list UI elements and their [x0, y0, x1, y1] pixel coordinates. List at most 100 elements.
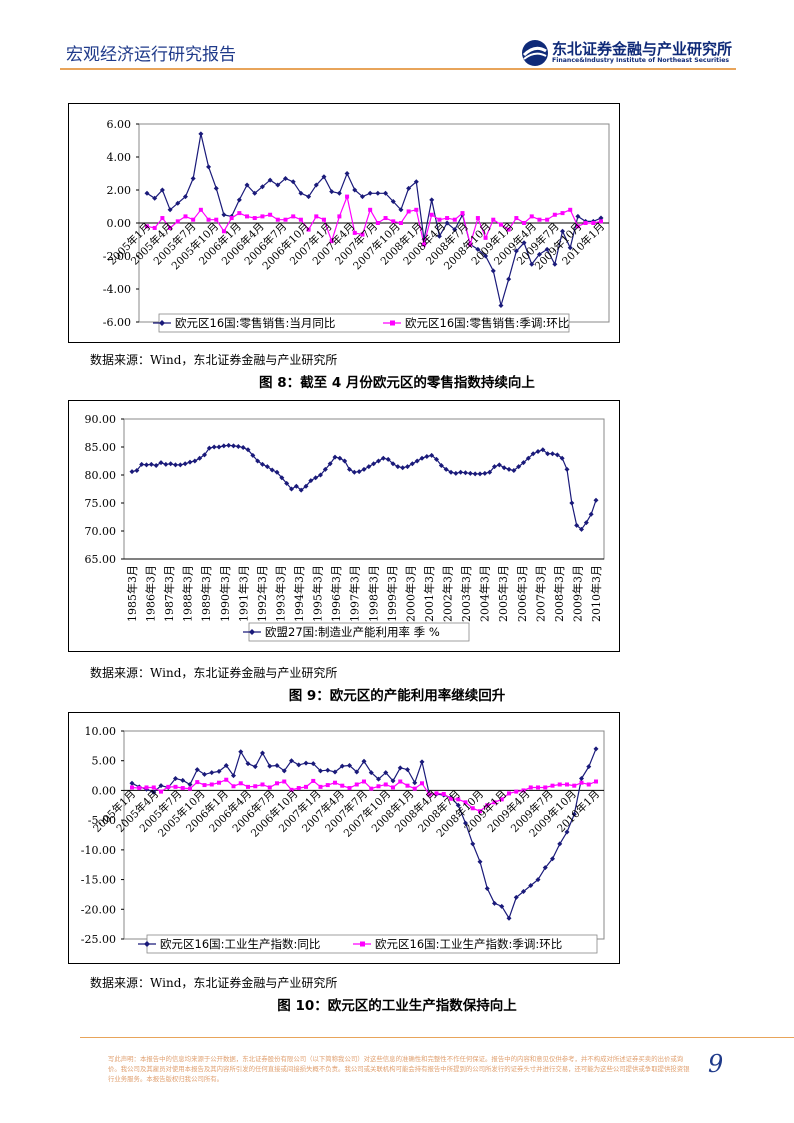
- data-point: [190, 175, 196, 181]
- data-point: [499, 903, 505, 909]
- data-point: [322, 466, 328, 472]
- industrial-production-chart-frame: 10.00 5.00 0.00 -5.00 -10.00 -15.00 -20.00 -25.…: [68, 712, 620, 964]
- data-point: [252, 764, 258, 770]
- data-point: [267, 177, 273, 183]
- data-point: [359, 194, 365, 200]
- data-point: [528, 883, 534, 889]
- y-tick-label: -6.00: [103, 316, 131, 329]
- data-point: [260, 750, 265, 756]
- data-point: [202, 771, 207, 777]
- data-point: [528, 785, 533, 790]
- data-point: [483, 253, 489, 259]
- data-point: [226, 442, 232, 448]
- data-point: [398, 207, 404, 213]
- data-point: [477, 471, 483, 477]
- data-point: [235, 443, 241, 449]
- data-point: [554, 452, 560, 458]
- data-point: [336, 190, 342, 196]
- data-point: [559, 455, 565, 461]
- data-point: [391, 219, 396, 224]
- data-point: [452, 217, 457, 222]
- data-point: [536, 251, 542, 257]
- data-point: [144, 190, 150, 196]
- y-tick-label: -20.00: [81, 903, 116, 916]
- x-tick-label: 1989年3月: [199, 565, 213, 622]
- x-tick-label: 1985年3月: [125, 565, 139, 622]
- data-point: [310, 761, 316, 767]
- data-point: [325, 783, 330, 788]
- data-point: [283, 175, 289, 181]
- data-point: [211, 444, 217, 450]
- data-point: [552, 212, 557, 217]
- data-point: [362, 779, 366, 784]
- data-point: [376, 784, 381, 789]
- data-point: [434, 791, 439, 796]
- x-tick-label: 1999年3月: [385, 565, 399, 622]
- data-point: [545, 217, 550, 222]
- data-point: [296, 786, 301, 791]
- data-point: [569, 500, 575, 506]
- data-point: [318, 472, 323, 478]
- x-tick-label: 1990年3月: [218, 565, 232, 622]
- data-point: [542, 865, 548, 871]
- plot-area: [123, 418, 605, 560]
- data-point: [145, 224, 149, 229]
- data-point: [405, 783, 410, 788]
- data-point: [429, 212, 434, 217]
- data-point: [478, 809, 482, 814]
- data-point: [216, 768, 222, 774]
- y-tick-label: 6.00: [107, 118, 132, 131]
- data-point: [293, 483, 299, 489]
- data-point: [406, 185, 412, 191]
- y-tick-label: -10.00: [81, 844, 116, 857]
- brand-logo: 东北证券金融与产业研究所 Finance&Industry Institute …: [520, 38, 735, 68]
- data-point: [347, 762, 352, 768]
- data-point: [487, 469, 493, 475]
- data-point: [264, 464, 270, 470]
- x-tick-label: 1992年3月: [255, 565, 269, 622]
- legend-label: 欧元区16国:零售销售:当月同比: [175, 316, 335, 330]
- data-point: [159, 187, 165, 193]
- data-point: [221, 443, 227, 449]
- data-point: [484, 885, 490, 891]
- data-point: [571, 811, 577, 817]
- data-point: [429, 452, 435, 458]
- data-point: [414, 458, 420, 464]
- data-point: [245, 447, 251, 453]
- data-point: [537, 217, 542, 222]
- data-point: [405, 767, 410, 773]
- data-point: [496, 462, 502, 468]
- data-point: [583, 520, 589, 526]
- data-point: [599, 219, 603, 224]
- data-point: [177, 462, 183, 468]
- data-point: [202, 452, 207, 458]
- y-tick-label: 4.00: [107, 151, 132, 164]
- data-point: [412, 780, 418, 786]
- x-tick-label: 2003年3月: [459, 565, 473, 622]
- y-tick-label: -25.00: [81, 933, 116, 946]
- data-point: [168, 225, 173, 230]
- data-point: [383, 190, 389, 196]
- data-point: [383, 770, 389, 776]
- legend-marker: [390, 320, 395, 326]
- x-tick-label: 2005年3月: [496, 565, 510, 622]
- data-point: [314, 214, 319, 219]
- data-point: [279, 475, 285, 481]
- data-point: [306, 227, 311, 232]
- data-point: [255, 458, 261, 464]
- data-point: [499, 797, 504, 802]
- data-point: [344, 171, 350, 176]
- y-tick-label: 0.00: [107, 217, 132, 230]
- data-point: [575, 224, 580, 229]
- x-tick-label: 1997年3月: [348, 565, 362, 622]
- data-point: [333, 780, 337, 785]
- data-point: [572, 783, 577, 788]
- data-point: [148, 461, 154, 467]
- report-title: 宏观经济运行研究报告: [66, 45, 236, 65]
- y-tick-label: 65.00: [85, 553, 117, 566]
- data-point: [453, 470, 459, 476]
- data-point: [250, 452, 256, 458]
- data-point: [593, 746, 599, 752]
- x-tick-label: 2009年3月: [570, 565, 584, 622]
- data-point: [129, 780, 135, 786]
